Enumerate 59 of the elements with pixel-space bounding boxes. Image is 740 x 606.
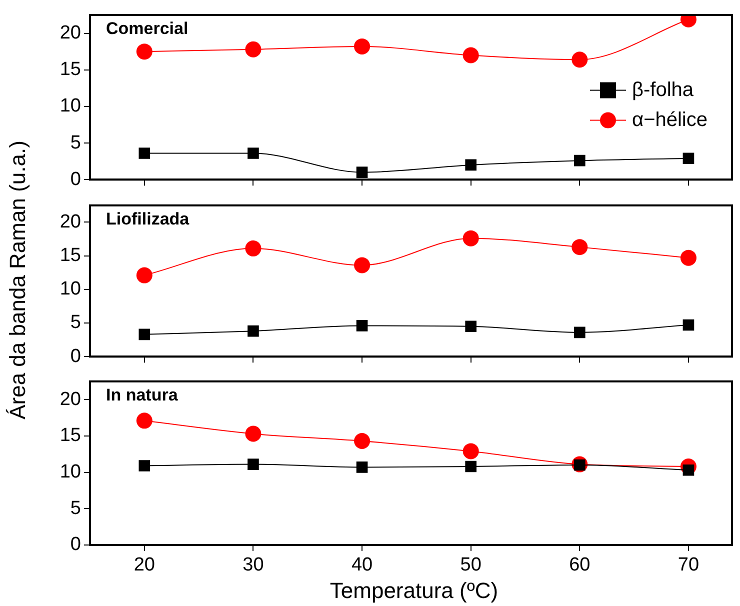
y-tick-label: 15 bbox=[60, 59, 81, 80]
point bbox=[354, 257, 370, 274]
x-tick-label: 40 bbox=[351, 554, 373, 576]
point bbox=[356, 462, 368, 473]
y-tick-label: 5 bbox=[70, 498, 81, 519]
chart-title: Comercial bbox=[106, 19, 188, 38]
y-tick-label: 5 bbox=[70, 132, 81, 154]
point bbox=[465, 460, 477, 472]
point bbox=[136, 267, 152, 284]
point bbox=[248, 325, 259, 337]
legend-label: β-folha bbox=[632, 78, 694, 101]
legend-label: α−hélice bbox=[632, 108, 708, 131]
x-tick-label: 50 bbox=[460, 554, 482, 576]
y-tick-label: 10 bbox=[60, 96, 81, 117]
point bbox=[462, 230, 479, 246]
y-axis-title: Área da banda Raman (u.a.) bbox=[5, 140, 31, 420]
point bbox=[356, 166, 368, 178]
point bbox=[354, 38, 370, 54]
x-tick-label: 60 bbox=[569, 554, 590, 576]
point bbox=[682, 319, 694, 331]
point bbox=[574, 326, 586, 338]
x-tick-label: 70 bbox=[678, 554, 700, 576]
point bbox=[138, 148, 150, 159]
x-tick-label: 20 bbox=[134, 554, 155, 576]
point bbox=[465, 320, 477, 332]
y-tick-label: 20 bbox=[60, 211, 81, 232]
y-tick-label: 20 bbox=[60, 388, 81, 410]
point bbox=[462, 443, 479, 460]
y-tick-label: 0 bbox=[70, 168, 81, 190]
y-tick-label: 0 bbox=[70, 534, 81, 556]
x-tick-label: 30 bbox=[242, 554, 264, 576]
y-tick-label: 15 bbox=[60, 425, 81, 446]
point bbox=[356, 320, 368, 332]
point bbox=[248, 148, 259, 159]
point bbox=[354, 433, 370, 450]
point bbox=[682, 152, 694, 164]
point bbox=[572, 239, 588, 256]
point bbox=[136, 412, 152, 429]
point bbox=[248, 458, 259, 470]
point bbox=[136, 44, 152, 60]
y-tick-label: 15 bbox=[60, 245, 81, 266]
point bbox=[462, 47, 479, 64]
point bbox=[138, 328, 150, 340]
chart-title: Liofilizada bbox=[106, 210, 190, 229]
chart-title: In natura bbox=[106, 386, 178, 405]
point bbox=[572, 52, 588, 68]
y-tick-label: 10 bbox=[60, 462, 81, 483]
point bbox=[245, 240, 262, 256]
y-tick-label: 0 bbox=[70, 346, 81, 367]
point bbox=[138, 460, 150, 472]
point bbox=[465, 159, 477, 171]
point bbox=[245, 426, 262, 442]
y-tick-label: 5 bbox=[70, 312, 81, 334]
point bbox=[680, 250, 696, 266]
x-axis-title: Temperatura (ºC) bbox=[330, 578, 498, 604]
y-tick-label: 10 bbox=[60, 278, 81, 300]
point bbox=[574, 154, 586, 166]
y-tick-label: 20 bbox=[60, 22, 81, 44]
point bbox=[245, 41, 262, 58]
